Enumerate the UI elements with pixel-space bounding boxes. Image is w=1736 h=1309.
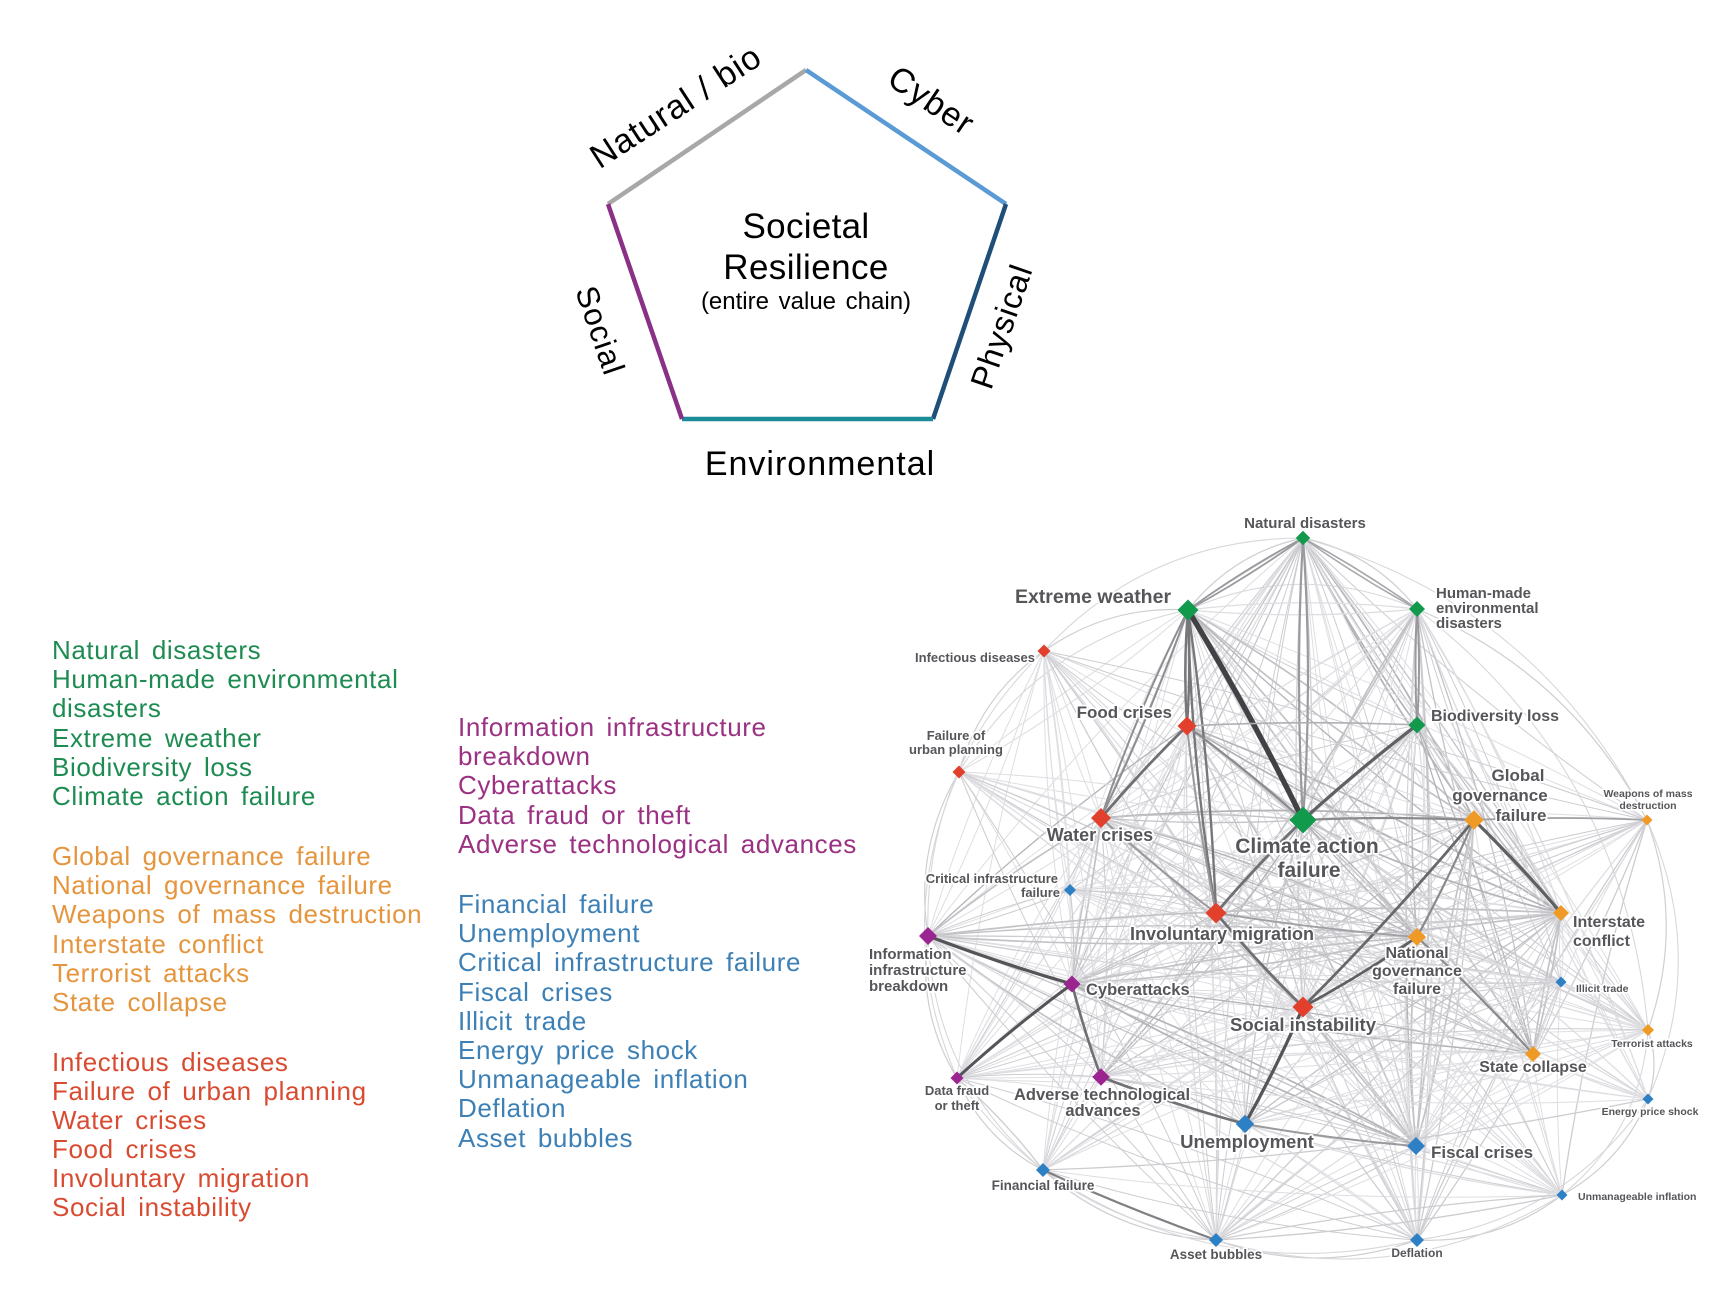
svg-text:failure: failure xyxy=(1495,806,1546,825)
svg-text:disasters: disasters xyxy=(52,693,161,723)
svg-text:Adverse technological: Adverse technological xyxy=(1014,1086,1190,1104)
svg-text:Critical infrastructure failur: Critical infrastructure failure xyxy=(458,947,801,977)
svg-text:Asset bubbles: Asset bubbles xyxy=(1170,1247,1262,1262)
svg-text:Cyberattacks: Cyberattacks xyxy=(458,770,617,800)
svg-text:Social instability: Social instability xyxy=(1230,1014,1377,1035)
svg-text:Food crises: Food crises xyxy=(52,1134,197,1164)
svg-text:Extreme weather: Extreme weather xyxy=(52,723,262,753)
svg-text:Unmanageable inflation: Unmanageable inflation xyxy=(458,1064,748,1094)
svg-text:environmental: environmental xyxy=(1436,600,1539,617)
svg-text:Natural disasters: Natural disasters xyxy=(1244,515,1366,532)
svg-text:Fiscal crises: Fiscal crises xyxy=(458,977,613,1007)
svg-text:Illicit trade: Illicit trade xyxy=(1576,983,1629,995)
svg-text:Extreme weather: Extreme weather xyxy=(1015,586,1171,608)
svg-text:Food crises: Food crises xyxy=(1077,703,1172,722)
svg-text:Weapons of mass: Weapons of mass xyxy=(1603,788,1692,800)
svg-text:Water crises: Water crises xyxy=(1047,825,1153,845)
svg-text:Data fraud: Data fraud xyxy=(925,1083,989,1098)
svg-text:disasters: disasters xyxy=(1436,615,1502,632)
svg-text:Water crises: Water crises xyxy=(52,1105,207,1135)
svg-text:Deflation: Deflation xyxy=(458,1093,566,1123)
svg-text:failure: failure xyxy=(1393,981,1441,998)
svg-text:Resilience: Resilience xyxy=(723,248,888,287)
svg-text:Cyberattacks: Cyberattacks xyxy=(1086,981,1190,999)
svg-text:failure: failure xyxy=(1021,885,1060,900)
svg-text:Unmanageable inflation: Unmanageable inflation xyxy=(1578,1191,1696,1203)
svg-text:Deflation: Deflation xyxy=(1391,1246,1442,1260)
svg-text:Climate action: Climate action xyxy=(1235,835,1379,858)
svg-text:Energy price shock: Energy price shock xyxy=(458,1035,698,1065)
svg-text:Critical infrastructure: Critical infrastructure xyxy=(926,871,1058,886)
svg-text:governance: governance xyxy=(1372,963,1462,980)
svg-text:Financial failure: Financial failure xyxy=(458,889,654,919)
svg-text:destruction: destruction xyxy=(1619,800,1676,812)
svg-text:urban planning: urban planning xyxy=(909,742,1003,757)
svg-text:State collapse: State collapse xyxy=(1479,1059,1587,1076)
svg-text:Social instability: Social instability xyxy=(52,1192,252,1222)
svg-text:Failure of: Failure of xyxy=(927,728,986,743)
svg-text:Illicit trade: Illicit trade xyxy=(458,1006,587,1036)
svg-text:Global governance failure: Global governance failure xyxy=(52,841,371,871)
svg-text:Data fraud or theft: Data fraud or theft xyxy=(458,800,691,830)
svg-text:Human-made environmental: Human-made environmental xyxy=(52,664,398,694)
svg-text:Adverse technological advances: Adverse technological advances xyxy=(458,829,857,859)
svg-text:Biodiversity loss: Biodiversity loss xyxy=(52,752,253,782)
svg-text:Biodiversity loss: Biodiversity loss xyxy=(1431,708,1559,725)
svg-text:Information: Information xyxy=(869,946,952,963)
svg-text:Energy price shock: Energy price shock xyxy=(1602,1106,1699,1118)
svg-text:Societal: Societal xyxy=(743,207,870,246)
svg-text:Infectious diseases: Infectious diseases xyxy=(915,650,1035,665)
svg-text:or theft: or theft xyxy=(935,1098,980,1113)
svg-text:Unemployment: Unemployment xyxy=(458,918,640,948)
svg-text:Infectious diseases: Infectious diseases xyxy=(52,1047,289,1077)
svg-text:advances: advances xyxy=(1065,1102,1140,1120)
svg-text:governance: governance xyxy=(1452,786,1547,805)
svg-text:conflict: conflict xyxy=(1573,933,1631,950)
svg-text:Environmental: Environmental xyxy=(705,445,935,483)
svg-text:Interstate: Interstate xyxy=(1573,914,1645,931)
svg-text:Involuntary migration: Involuntary migration xyxy=(52,1163,310,1193)
svg-text:Climate action failure: Climate action failure xyxy=(52,781,316,811)
svg-text:(entire value chain): (entire value chain) xyxy=(701,288,911,315)
svg-text:National governance failure: National governance failure xyxy=(52,870,393,900)
svg-text:State collapse: State collapse xyxy=(52,987,228,1017)
svg-text:Fiscal crises: Fiscal crises xyxy=(1431,1143,1533,1162)
svg-text:Involuntary migration: Involuntary migration xyxy=(1130,924,1314,944)
svg-text:Information infrastructure: Information infrastructure xyxy=(458,712,767,742)
svg-text:Weapons of mass destruction: Weapons of mass destruction xyxy=(52,899,422,929)
svg-text:Unemployment: Unemployment xyxy=(1180,1131,1314,1152)
svg-text:breakdown: breakdown xyxy=(869,978,948,995)
svg-text:failure: failure xyxy=(1277,859,1340,882)
svg-text:National: National xyxy=(1385,945,1448,962)
svg-text:Financial failure: Financial failure xyxy=(992,1178,1095,1193)
svg-text:Human-made: Human-made xyxy=(1436,585,1531,602)
svg-text:Global: Global xyxy=(1492,766,1545,785)
svg-text:Natural disasters: Natural disasters xyxy=(52,635,261,665)
svg-text:Terrorist attacks: Terrorist attacks xyxy=(1611,1038,1693,1050)
svg-text:Terrorist attacks: Terrorist attacks xyxy=(52,958,250,988)
svg-text:Failure of urban planning: Failure of urban planning xyxy=(52,1076,367,1106)
svg-text:Asset bubbles: Asset bubbles xyxy=(458,1123,633,1153)
svg-text:Interstate conflict: Interstate conflict xyxy=(52,929,264,959)
svg-text:infrastructure: infrastructure xyxy=(869,962,967,979)
svg-text:breakdown: breakdown xyxy=(458,741,591,771)
